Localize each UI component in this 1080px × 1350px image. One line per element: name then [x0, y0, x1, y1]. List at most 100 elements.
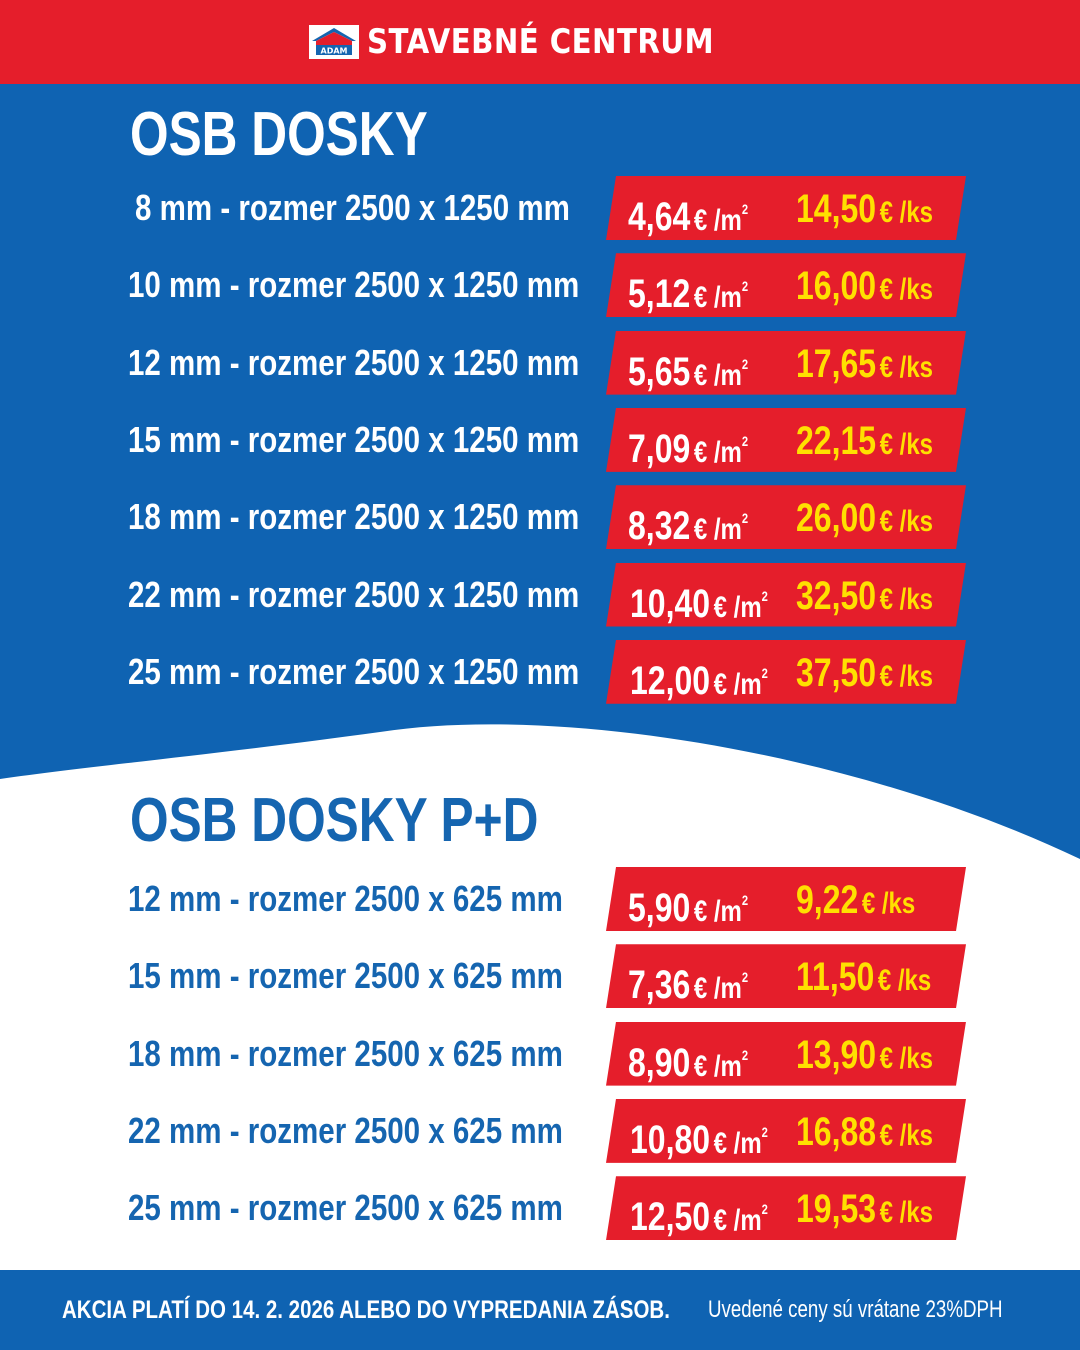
- unit-per-m2: € /m: [693, 204, 742, 237]
- price-per-m2: 10,80 € /m2: [630, 1099, 768, 1163]
- price-row: 12 mm - rozmer 2500 x 1250 mm 5,65 € /m2 1…: [0, 331, 1080, 395]
- price-m2-value: 12,00: [630, 658, 711, 703]
- footer-bar: AKCIA PLATÍ DO 14. 2. 2026 ALEBO DO VYPR…: [0, 1270, 1080, 1350]
- price-m2-value: 10,40: [630, 581, 711, 626]
- brand-name: STAVEBNÉ CENTRUM: [367, 22, 715, 62]
- board-size-label: 18 mm - rozmer 2500 x 1250 mm: [128, 496, 580, 538]
- logo-text: ADAM: [321, 47, 348, 56]
- price-per-piece: 13,90 € /ks: [796, 1022, 933, 1086]
- price-per-piece: 9,22 € /ks: [796, 867, 915, 931]
- unit-per-piece: € /ks: [879, 582, 934, 616]
- board-size-label: 10 mm - rozmer 2500 x 1250 mm: [128, 264, 580, 306]
- price-m2-value: 8,90: [628, 1040, 691, 1085]
- price-ks-value: 16,00: [796, 264, 877, 309]
- unit-per-m2: € /m: [693, 281, 742, 315]
- price-ks-value: 16,88: [796, 1109, 877, 1154]
- price-row: 25 mm - rozmer 2500 x 1250 mm 12,00 € /m2…: [0, 640, 1080, 704]
- price-ks-value: 37,50: [796, 650, 877, 695]
- board-size-label: 8 mm - rozmer 2500 x 1250 mm: [135, 187, 570, 228]
- price-per-m2: 5,90 € /m2: [628, 867, 748, 931]
- price-m2-value: 12,50: [630, 1195, 711, 1240]
- price-tag: 5,12 € /m2 16,00 € /ks: [606, 253, 966, 317]
- price-per-piece: 19,53 € /ks: [796, 1176, 933, 1240]
- price-per-piece: 37,50 € /ks: [796, 640, 933, 704]
- price-m2-value: 4,64: [628, 195, 691, 239]
- unit-per-piece: € /ks: [877, 964, 932, 998]
- unit-per-m2: € /m: [693, 895, 742, 928]
- unit-exponent: 2: [761, 1123, 768, 1140]
- price-tag: 5,90 € /m2 9,22 € /ks: [606, 867, 966, 931]
- price-row: 18 mm - rozmer 2500 x 625 mm 8,90 € /m2 13…: [0, 1022, 1080, 1086]
- price-ks-value: 19,53: [796, 1187, 877, 1232]
- unit-per-piece: € /ks: [879, 1118, 934, 1152]
- unit-per-piece: € /ks: [879, 659, 934, 693]
- unit-exponent: 2: [741, 892, 749, 908]
- price-ks-value: 26,00: [796, 496, 877, 541]
- price-tag: 10,40 € /m2 32,50 € /ks: [606, 563, 966, 627]
- price-tag: 7,36 € /m2 11,50 € /ks: [606, 944, 966, 1008]
- price-per-piece: 14,50 € /ks: [796, 176, 933, 240]
- unit-per-m2: € /m: [693, 1049, 742, 1083]
- price-tag: 7,09 € /m2 22,15 € /ks: [606, 408, 966, 472]
- price-per-m2: 12,00 € /m2: [630, 640, 768, 704]
- vat-note: Uvedené ceny sú vrátane 23%DPH: [708, 1296, 1003, 1323]
- price-row: 15 mm - rozmer 2500 x 1250 mm 7,09 € /m2 2…: [0, 408, 1080, 472]
- unit-per-m2: € /m: [693, 513, 742, 547]
- unit-per-m2: € /m: [693, 972, 742, 1006]
- header-bar: ADAM STAVEBNÉ CENTRUM: [0, 0, 1080, 84]
- price-ks-value: 9,22: [796, 878, 859, 922]
- board-size-label: 15 mm - rozmer 2500 x 625 mm: [128, 955, 563, 997]
- price-per-m2: 8,90 € /m2: [628, 1022, 748, 1086]
- unit-exponent: 2: [741, 969, 749, 986]
- unit-per-piece: € /ks: [861, 887, 916, 920]
- price-per-piece: 11,50 € /ks: [796, 944, 931, 1008]
- unit-per-piece: € /ks: [879, 1196, 934, 1230]
- price-m2-value: 5,90: [628, 886, 691, 930]
- promo-validity-text: AKCIA PLATÍ DO 14. 2. 2026 ALEBO DO VYPR…: [62, 1296, 670, 1324]
- price-m2-value: 7,09: [628, 426, 691, 471]
- price-per-m2: 4,64 € /m2: [628, 176, 748, 240]
- brand: ADAM STAVEBNÉ CENTRUM: [309, 22, 770, 62]
- unit-per-piece: € /ks: [879, 1041, 934, 1075]
- price-tag: 12,00 € /m2 37,50 € /ks: [606, 640, 966, 704]
- price-row: 22 mm - rozmer 2500 x 1250 mm 10,40 € /m2…: [0, 563, 1080, 627]
- adam-logo-icon: ADAM: [309, 25, 360, 59]
- price-row: 10 mm - rozmer 2500 x 1250 mm 5,12 € /m2 1…: [0, 253, 1080, 317]
- unit-exponent: 2: [741, 510, 749, 527]
- unit-exponent: 2: [741, 1046, 749, 1063]
- price-per-piece: 26,00 € /ks: [796, 485, 933, 549]
- unit-exponent: 2: [741, 278, 749, 295]
- price-ks-value: 14,50: [796, 187, 877, 231]
- price-ks-value: 11,50: [796, 955, 875, 1000]
- price-per-m2: 8,32 € /m2: [628, 485, 748, 549]
- price-per-piece: 17,65 € /ks: [796, 331, 933, 395]
- board-size-label: 12 mm - rozmer 2500 x 1250 mm: [128, 341, 580, 383]
- price-per-m2: 10,40 € /m2: [630, 563, 768, 627]
- price-row: 15 mm - rozmer 2500 x 625 mm 7,36 € /m2 11…: [0, 944, 1080, 1008]
- section-title-osb-pd: OSB DOSKY P+D: [130, 786, 539, 855]
- price-per-piece: 32,50 € /ks: [796, 563, 933, 627]
- price-per-m2: 7,36 € /m2: [628, 944, 748, 1008]
- board-size-label: 22 mm - rozmer 2500 x 625 mm: [128, 1109, 563, 1151]
- unit-per-m2: € /m: [713, 1126, 762, 1160]
- price-tag: 10,80 € /m2 16,88 € /ks: [606, 1099, 966, 1163]
- price-ks-value: 32,50: [796, 573, 877, 618]
- board-size-label: 22 mm - rozmer 2500 x 1250 mm: [128, 573, 580, 615]
- price-row: 25 mm - rozmer 2500 x 625 mm 12,50 € /m2 1…: [0, 1176, 1080, 1240]
- unit-exponent: 2: [741, 355, 749, 372]
- unit-per-m2: € /m: [713, 590, 762, 624]
- board-size-label: 25 mm - rozmer 2500 x 625 mm: [128, 1187, 563, 1229]
- unit-per-piece: € /ks: [879, 196, 934, 229]
- unit-per-piece: € /ks: [879, 273, 934, 307]
- price-m2-value: 10,80: [630, 1117, 711, 1162]
- price-m2-value: 5,12: [628, 272, 691, 317]
- price-tag: 8,32 € /m2 26,00 € /ks: [606, 485, 966, 549]
- price-tag: 5,65 € /m2 17,65 € /ks: [606, 331, 966, 395]
- price-ks-value: 17,65: [796, 341, 877, 386]
- unit-exponent: 2: [761, 1201, 768, 1218]
- board-size-label: 18 mm - rozmer 2500 x 625 mm: [128, 1032, 563, 1074]
- price-ks-value: 13,90: [796, 1032, 877, 1077]
- unit-exponent: 2: [741, 432, 749, 449]
- unit-exponent: 2: [761, 664, 768, 681]
- unit-per-piece: € /ks: [879, 505, 934, 539]
